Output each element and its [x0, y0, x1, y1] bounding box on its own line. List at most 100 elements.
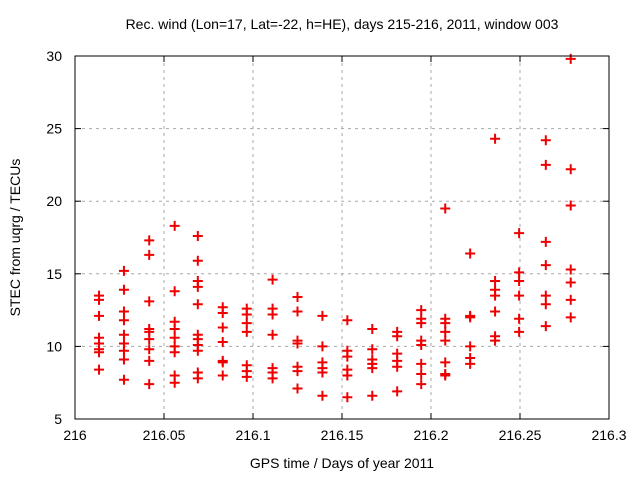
data-point-marker [342, 392, 353, 403]
data-point-marker [440, 370, 451, 381]
data-point-marker [169, 286, 180, 297]
data-point-marker [169, 220, 180, 231]
data-point-marker [317, 310, 328, 321]
data-point-marker [514, 228, 525, 239]
x-tick-label: 216.15 [321, 427, 364, 443]
data-point-marker [292, 366, 303, 377]
y-tick-label: 20 [46, 193, 62, 209]
data-point-marker [565, 294, 576, 305]
y-tick-label: 10 [46, 338, 62, 354]
data-point-marker [267, 309, 278, 320]
data-point-marker [540, 260, 551, 271]
data-point-marker [465, 248, 476, 259]
data-point-marker [118, 315, 129, 326]
data-point-marker [342, 315, 353, 326]
y-tick-label: 5 [54, 411, 62, 427]
data-point-marker [440, 357, 451, 368]
data-point-marker [367, 323, 378, 334]
data-point-marker [241, 371, 252, 382]
data-point-marker [540, 299, 551, 310]
data-point-marker [118, 329, 129, 340]
data-point-marker [416, 305, 427, 316]
data-point-marker [440, 326, 451, 337]
data-point-marker [144, 355, 155, 366]
data-point-marker [514, 326, 525, 337]
data-point-marker [118, 345, 129, 356]
data-point-marker [540, 236, 551, 247]
data-point-marker [440, 203, 451, 214]
data-point-marker [169, 332, 180, 343]
data-point-marker [317, 367, 328, 378]
data-point-marker [416, 339, 427, 350]
data-point-marker [490, 306, 501, 317]
data-point-marker [94, 364, 105, 375]
x-axis-label: GPS time / Days of year 2011 [250, 455, 434, 471]
data-point-marker [169, 377, 180, 388]
data-point-marker [465, 312, 476, 323]
x-tick-label: 216.25 [499, 427, 542, 443]
data-point-marker [192, 345, 203, 356]
data-point-marker [565, 200, 576, 211]
data-point-marker [317, 390, 328, 401]
data-point-marker [94, 310, 105, 321]
data-point-marker [317, 341, 328, 352]
data-point-marker [217, 357, 228, 368]
data-point-marker [440, 335, 451, 346]
data-point-marker [514, 267, 525, 278]
data-point-marker [144, 379, 155, 390]
data-point-marker [217, 308, 228, 319]
data-point-marker [241, 326, 252, 337]
data-point-marker [267, 329, 278, 340]
data-point-marker [540, 321, 551, 332]
data-point-marker [217, 322, 228, 333]
data-point-marker [192, 373, 203, 384]
data-point-marker [118, 284, 129, 295]
data-point-marker [342, 370, 353, 381]
data-point-marker [440, 318, 451, 329]
data-point-marker [540, 290, 551, 301]
y-tick-label: 15 [46, 266, 62, 282]
data-point-marker [292, 306, 303, 317]
data-point-marker [192, 255, 203, 266]
data-point-marker [416, 358, 427, 369]
x-tick-label: 216.1 [235, 427, 270, 443]
data-point-marker [192, 299, 203, 310]
data-point-marker [540, 135, 551, 146]
x-tick-label: 216 [63, 427, 87, 443]
data-point-marker [241, 309, 252, 320]
data-point-marker [565, 312, 576, 323]
data-point-marker [367, 344, 378, 355]
data-point-marker [118, 265, 129, 276]
data-point-marker [490, 276, 501, 287]
data-point-marker [514, 290, 525, 301]
plot-border [74, 55, 610, 420]
data-point-marker [465, 341, 476, 352]
data-point-marker [192, 231, 203, 242]
data-point-marker [144, 334, 155, 345]
x-tick-label: 216.2 [413, 427, 448, 443]
data-point-marker [342, 351, 353, 362]
data-point-marker [540, 159, 551, 170]
chart-title: Rec. wind (Lon=17, Lat=-22, h=HE), days … [126, 16, 559, 32]
data-point-marker [292, 292, 303, 303]
data-point-marker [565, 277, 576, 288]
data-point-marker [118, 306, 129, 317]
y-tick-label: 25 [46, 121, 62, 137]
data-point-marker [416, 379, 427, 390]
data-point-marker [118, 374, 129, 385]
data-point-marker [367, 363, 378, 374]
data-point-marker [392, 386, 403, 397]
data-point-marker [267, 373, 278, 384]
data-point-marker [490, 290, 501, 301]
data-point-marker [118, 354, 129, 365]
data-point-marker [514, 276, 525, 287]
data-point-marker [490, 133, 501, 144]
data-point-marker [490, 335, 501, 346]
data-point-marker [367, 390, 378, 401]
data-point-marker [94, 347, 105, 358]
data-point-marker [267, 274, 278, 285]
data-point-marker [416, 318, 427, 329]
data-point-marker [94, 294, 105, 305]
